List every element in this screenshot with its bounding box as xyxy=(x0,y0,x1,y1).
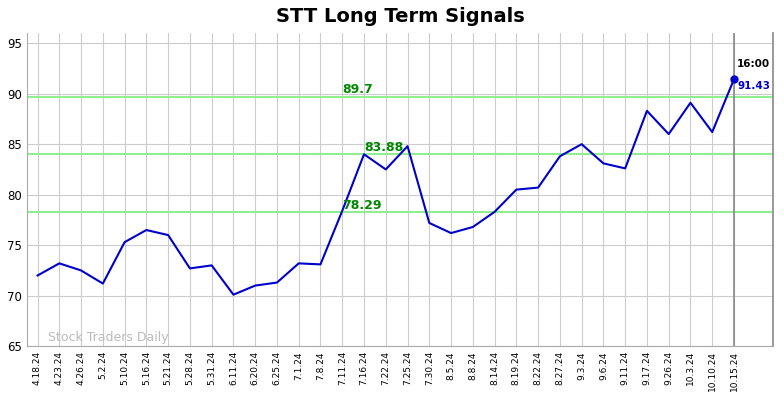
Text: 91.43: 91.43 xyxy=(737,81,770,91)
Text: 78.29: 78.29 xyxy=(343,199,382,212)
Text: 89.7: 89.7 xyxy=(343,83,373,96)
Text: 16:00: 16:00 xyxy=(737,59,771,69)
Text: 83.88: 83.88 xyxy=(364,141,403,154)
Text: Stock Traders Daily: Stock Traders Daily xyxy=(49,331,169,344)
Title: STT Long Term Signals: STT Long Term Signals xyxy=(275,7,524,26)
